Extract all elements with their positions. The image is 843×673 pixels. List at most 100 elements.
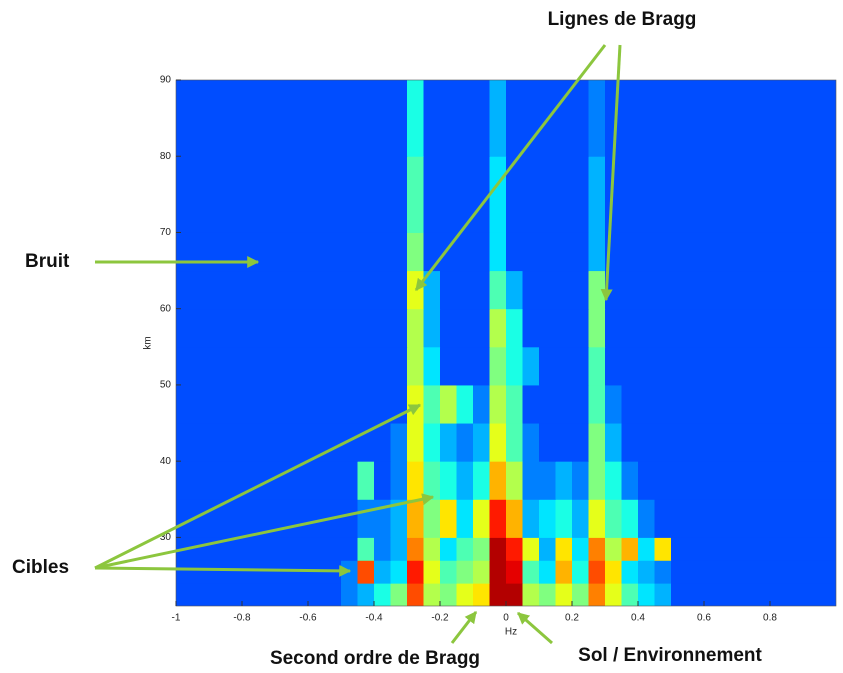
heatmap-cell xyxy=(621,423,639,462)
heatmap-cell xyxy=(440,80,457,157)
heatmap-cell xyxy=(440,270,457,310)
heatmap-cell xyxy=(242,499,259,538)
heatmap-cell xyxy=(390,560,408,584)
heatmap-cell xyxy=(209,156,226,233)
annotation-arrows xyxy=(94,44,622,645)
heatmap-cell xyxy=(737,537,754,561)
heatmap-cell xyxy=(737,583,754,606)
heatmap-cell xyxy=(654,232,672,272)
annotation: Second ordre de Bragg xyxy=(270,648,480,669)
heatmap-cell xyxy=(473,156,490,233)
heatmap-cell xyxy=(176,583,193,606)
heatmap-cell xyxy=(506,232,523,272)
heatmap-cell xyxy=(539,232,556,272)
heatmap-cell xyxy=(588,560,606,584)
heatmap-cell xyxy=(803,461,820,500)
heatmap-cell xyxy=(671,499,688,538)
heatmap-cell xyxy=(770,232,787,272)
heatmap-cell xyxy=(704,499,721,538)
heatmap-cell xyxy=(786,423,804,462)
heatmap-cell xyxy=(621,156,639,233)
heatmap-cell xyxy=(291,270,309,310)
heatmap-cell xyxy=(176,560,193,584)
heatmap-cell xyxy=(473,423,490,462)
heatmap-cell xyxy=(621,583,639,606)
heatmap-cell xyxy=(357,560,375,584)
heatmap-cell xyxy=(687,80,705,157)
heatmap-cell xyxy=(324,461,342,500)
heatmap-cell xyxy=(555,384,573,424)
heatmap-cell xyxy=(357,308,375,348)
heatmap-cell xyxy=(192,156,210,233)
heatmap-cell xyxy=(225,156,243,233)
heatmap-cell xyxy=(374,423,391,462)
heatmap-cell xyxy=(555,499,573,538)
heatmap-cell xyxy=(473,499,490,538)
heatmap-cell xyxy=(423,560,441,584)
heatmap-cell xyxy=(291,232,309,272)
heatmap-cell xyxy=(605,560,622,584)
heatmap-cell xyxy=(737,384,754,424)
heatmap-cell xyxy=(621,232,639,272)
heatmap-cell xyxy=(704,308,721,348)
heatmap-cell xyxy=(621,80,639,157)
heatmap-cell xyxy=(341,384,358,424)
heatmap-cell xyxy=(572,80,589,157)
heatmap-cell xyxy=(390,308,408,348)
heatmap-cell xyxy=(786,232,804,272)
heatmap-cell xyxy=(770,560,787,584)
heatmap-cell xyxy=(555,461,573,500)
heatmap-cell xyxy=(720,423,738,462)
heatmap-cell xyxy=(704,423,721,462)
y-tick-label: 40 xyxy=(160,456,172,467)
heatmap-cell xyxy=(456,346,474,386)
heatmap-cell xyxy=(506,270,523,310)
heatmap-cell xyxy=(456,537,474,561)
heatmap-cell xyxy=(357,384,375,424)
heatmap-cell xyxy=(522,499,540,538)
heatmap-cell xyxy=(720,499,738,538)
heatmap-cell xyxy=(803,423,820,462)
heatmap-cell xyxy=(572,270,589,310)
heatmap-cell xyxy=(407,270,424,310)
heatmap-cell xyxy=(671,232,688,272)
heatmap-cell xyxy=(489,80,507,157)
heatmap-cell xyxy=(209,232,226,272)
heatmap-cell xyxy=(522,461,540,500)
heatmap-cell xyxy=(440,461,457,500)
heatmap-cell xyxy=(654,346,672,386)
heatmap-cell xyxy=(572,156,589,233)
heatmap-cell xyxy=(390,270,408,310)
heatmap-cell xyxy=(275,560,292,584)
heatmap-cell xyxy=(588,384,606,424)
heatmap-cell xyxy=(440,499,457,538)
heatmap-cell xyxy=(588,499,606,538)
heatmap-cell xyxy=(671,537,688,561)
heatmap-cell xyxy=(621,560,639,584)
heatmap-cell xyxy=(522,346,540,386)
heatmap-cell xyxy=(407,156,424,233)
heatmap-cell xyxy=(407,80,424,157)
heatmap-cell xyxy=(572,560,589,584)
heatmap-cell xyxy=(275,423,292,462)
heatmap-cell xyxy=(786,461,804,500)
heatmap-cell xyxy=(489,232,507,272)
annotation: Bruit xyxy=(25,251,70,272)
heatmap-cell xyxy=(374,560,391,584)
heatmap-cell xyxy=(572,583,589,606)
heatmap-cell xyxy=(192,423,210,462)
heatmap-cell xyxy=(341,537,358,561)
heatmap-cell xyxy=(374,461,391,500)
heatmap-cell xyxy=(704,270,721,310)
heatmap-cell xyxy=(621,499,639,538)
arrow xyxy=(94,493,435,570)
heatmap-cell xyxy=(374,384,391,424)
heatmap-cell xyxy=(258,423,276,462)
heatmap-cell xyxy=(242,232,259,272)
heatmap-cell xyxy=(687,346,705,386)
heatmap-cell xyxy=(737,270,754,310)
heatmap-cell xyxy=(225,270,243,310)
heatmap-cell xyxy=(440,346,457,386)
heatmap-cell xyxy=(456,583,474,606)
heatmap-cell xyxy=(489,461,507,500)
